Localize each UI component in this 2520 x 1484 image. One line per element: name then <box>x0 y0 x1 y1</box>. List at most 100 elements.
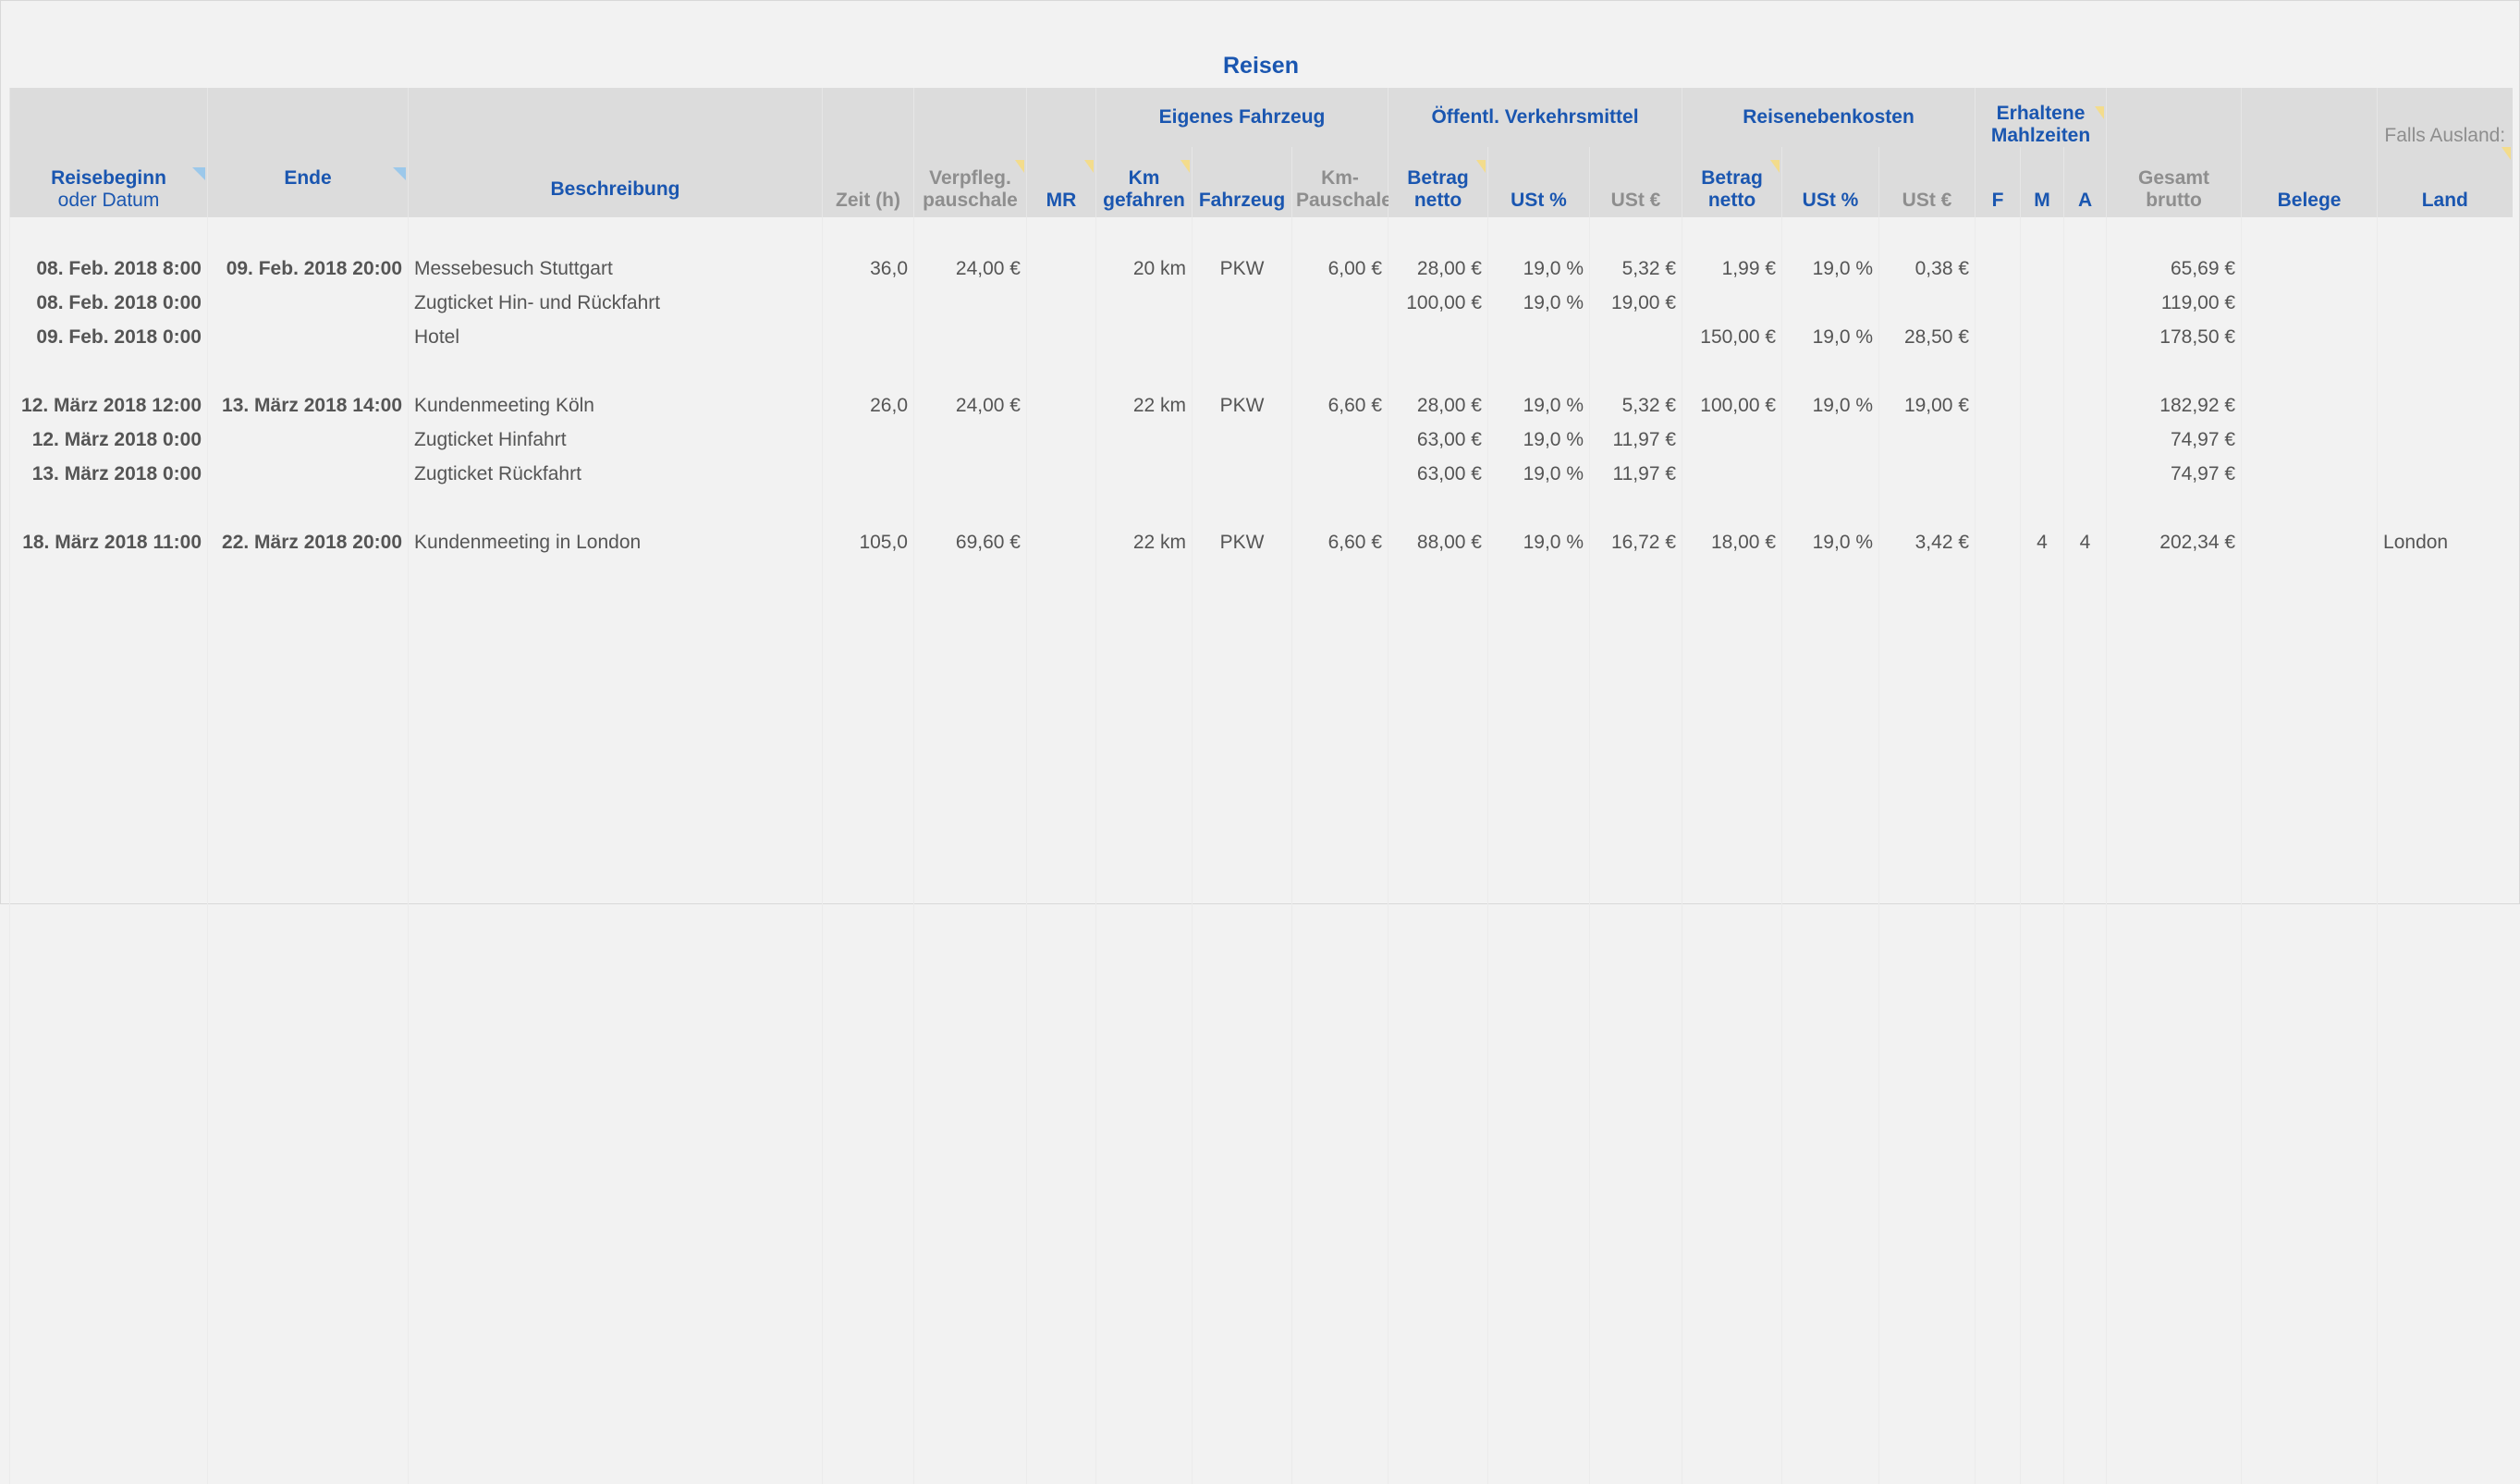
cell-rue[interactable] <box>1878 457 1976 491</box>
cell-m[interactable] <box>2020 286 2064 320</box>
cell[interactable] <box>2063 354 2107 388</box>
cell[interactable] <box>1095 354 1193 388</box>
cell-desc[interactable]: Hotel <box>408 320 823 354</box>
cell[interactable] <box>1588 491 1682 525</box>
cell[interactable] <box>1878 354 1976 388</box>
cell-f[interactable] <box>1975 457 2021 491</box>
cell[interactable] <box>1192 217 1292 251</box>
cell-desc[interactable]: Kundenmeeting in London <box>408 525 823 559</box>
cell-fz[interactable] <box>1192 286 1292 320</box>
cell-ob[interactable]: 100,00 € <box>1388 286 1488 320</box>
cell[interactable] <box>1388 559 1488 1484</box>
cell[interactable] <box>2241 354 2378 388</box>
cell[interactable] <box>1682 217 1782 251</box>
header-oeff-betrag-netto[interactable]: Betrag netto <box>1388 147 1488 217</box>
cell-desc[interactable]: Zugticket Hinfahrt <box>408 423 823 457</box>
cell-rb[interactable]: 1,99 € <box>1682 251 1782 286</box>
cell-zeit[interactable] <box>822 423 914 457</box>
cell-a[interactable] <box>2063 457 2107 491</box>
cell-ges[interactable]: 182,92 € <box>2106 388 2242 423</box>
cell[interactable] <box>2063 217 2107 251</box>
cell[interactable] <box>9 491 208 525</box>
cell[interactable] <box>1975 217 2021 251</box>
cell[interactable] <box>1095 491 1193 525</box>
cell[interactable] <box>1192 491 1292 525</box>
cell-km[interactable] <box>1095 286 1193 320</box>
cell-ges[interactable]: 65,69 € <box>2106 251 2242 286</box>
cell-begin[interactable]: 13. März 2018 0:00 <box>9 457 208 491</box>
cell-rb[interactable]: 18,00 € <box>1682 525 1782 559</box>
cell-land[interactable] <box>2377 388 2513 423</box>
cell-rup[interactable] <box>1781 423 1879 457</box>
cell-belege[interactable] <box>2241 423 2378 457</box>
cell-oue[interactable]: 5,32 € <box>1588 388 1682 423</box>
cell[interactable] <box>1975 354 2021 388</box>
cell-mr[interactable] <box>1026 525 1096 559</box>
cell-verpfleg[interactable]: 24,00 € <box>913 251 1027 286</box>
cell-mr[interactable] <box>1026 320 1096 354</box>
cell[interactable] <box>1588 354 1682 388</box>
cell-belege[interactable] <box>2241 251 2378 286</box>
cell-land[interactable] <box>2377 320 2513 354</box>
cell[interactable] <box>1291 559 1388 1484</box>
header-oeff-ust-pct[interactable]: USt % <box>1487 147 1590 217</box>
cell[interactable] <box>1975 491 2021 525</box>
cell-a[interactable] <box>2063 251 2107 286</box>
cell-kmp[interactable]: 6,60 € <box>1291 525 1388 559</box>
cell[interactable] <box>1588 217 1682 251</box>
cell-m[interactable] <box>2020 320 2064 354</box>
header-reisenebenkosten[interactable]: Reisenebenkosten <box>1682 88 1976 147</box>
cell-oue[interactable]: 16,72 € <box>1588 525 1682 559</box>
header-rnk-ust-eur[interactable]: USt € <box>1878 147 1976 217</box>
cell-ges[interactable]: 202,34 € <box>2106 525 2242 559</box>
cell-desc[interactable]: Messebesuch Stuttgart <box>408 251 823 286</box>
cell-land[interactable] <box>2377 457 2513 491</box>
cell-a[interactable] <box>2063 320 2107 354</box>
cell-end[interactable] <box>207 286 409 320</box>
cell[interactable] <box>1487 354 1590 388</box>
cell-rup[interactable]: 19,0 % <box>1781 320 1879 354</box>
cell[interactable] <box>207 491 409 525</box>
cell-oue[interactable]: 19,00 € <box>1588 286 1682 320</box>
cell[interactable] <box>1878 559 1976 1484</box>
cell-mr[interactable] <box>1026 457 1096 491</box>
cell-f[interactable] <box>1975 423 2021 457</box>
header-a[interactable]: A <box>2063 147 2107 217</box>
header-oeff-ust-eur[interactable]: USt € <box>1588 147 1682 217</box>
cell-desc[interactable]: Kundenmeeting Köln <box>408 388 823 423</box>
header-mr[interactable]: MR <box>1026 88 1096 217</box>
cell[interactable] <box>1781 354 1879 388</box>
cell[interactable] <box>2020 559 2064 1484</box>
cell[interactable] <box>2106 354 2242 388</box>
cell-rb[interactable] <box>1682 457 1782 491</box>
cell-mr[interactable] <box>1026 286 1096 320</box>
cell[interactable] <box>2020 354 2064 388</box>
cell[interactable] <box>1487 491 1590 525</box>
cell-oup[interactable]: 19,0 % <box>1487 388 1590 423</box>
header-m[interactable]: M <box>2020 147 2064 217</box>
cell[interactable] <box>1781 217 1879 251</box>
cell[interactable] <box>1487 559 1590 1484</box>
cell-end[interactable]: 09. Feb. 2018 20:00 <box>207 251 409 286</box>
cell-mr[interactable] <box>1026 251 1096 286</box>
cell[interactable] <box>1682 559 1782 1484</box>
cell-zeit[interactable] <box>822 286 914 320</box>
header-land[interactable]: Land <box>2377 147 2513 217</box>
cell-m[interactable] <box>2020 457 2064 491</box>
cell-zeit[interactable] <box>822 457 914 491</box>
cell-ges[interactable]: 74,97 € <box>2106 423 2242 457</box>
cell[interactable] <box>822 491 914 525</box>
cell[interactable] <box>2241 491 2378 525</box>
cell-kmp[interactable]: 6,60 € <box>1291 388 1388 423</box>
header-gesamt-brutto[interactable]: Gesamt brutto <box>2106 88 2242 217</box>
header-f[interactable]: F <box>1975 147 2021 217</box>
cell[interactable] <box>1192 354 1292 388</box>
cell-ob[interactable]: 28,00 € <box>1388 251 1488 286</box>
cell[interactable] <box>2020 217 2064 251</box>
cell-ob[interactable] <box>1388 320 1488 354</box>
cell-rup[interactable]: 19,0 % <box>1781 525 1879 559</box>
cell-rup[interactable] <box>1781 457 1879 491</box>
cell[interactable] <box>2241 559 2378 1484</box>
cell-mr[interactable] <box>1026 423 1096 457</box>
cell-begin[interactable]: 09. Feb. 2018 0:00 <box>9 320 208 354</box>
